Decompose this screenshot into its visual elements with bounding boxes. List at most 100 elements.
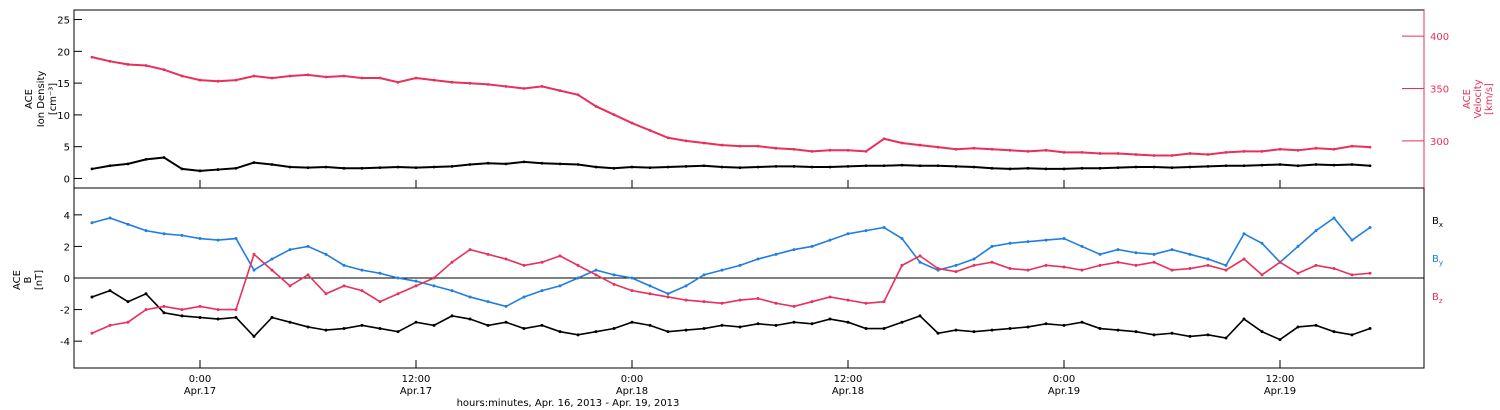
time-tick-time-4: 0:00 bbox=[1053, 374, 1075, 385]
bottom-panel: -4 -2 0 2 4 ACE B [nT] Bx By Bz bbox=[12, 187, 1443, 369]
bx-point-21 bbox=[468, 317, 472, 321]
bx-point-63 bbox=[1224, 336, 1228, 340]
bx-point-69 bbox=[1332, 330, 1336, 334]
bz-point-35 bbox=[720, 301, 724, 305]
bx-point-33 bbox=[684, 328, 688, 332]
bz-point-37 bbox=[756, 297, 760, 301]
density-point-15 bbox=[360, 166, 364, 170]
by-point-45 bbox=[900, 237, 904, 241]
density-point-41 bbox=[828, 165, 832, 169]
velocity-point-4 bbox=[162, 68, 166, 72]
bx-trace bbox=[91, 289, 1371, 341]
bx-point-47 bbox=[936, 331, 940, 335]
bx-point-41 bbox=[828, 317, 832, 321]
legend-bx-sub: x bbox=[1439, 221, 1443, 229]
velocity-point-46 bbox=[918, 143, 922, 147]
time-tick-date-3: Apr.18 bbox=[832, 386, 864, 397]
bz-point-0 bbox=[90, 331, 94, 335]
bz-point-33 bbox=[684, 298, 688, 302]
density-point-65 bbox=[1260, 163, 1264, 167]
velocity-point-58 bbox=[1134, 153, 1138, 156]
density-point-9 bbox=[252, 161, 256, 164]
by-point-18 bbox=[414, 279, 418, 283]
velocity-point-60 bbox=[1170, 154, 1174, 157]
bz-point-68 bbox=[1314, 263, 1318, 267]
by-point-3 bbox=[144, 229, 148, 233]
bz-point-20 bbox=[450, 260, 454, 264]
density-point-60 bbox=[1170, 166, 1174, 170]
velocity-point-54 bbox=[1062, 151, 1066, 154]
density-point-31 bbox=[648, 166, 652, 170]
density-point-32 bbox=[666, 165, 670, 169]
by-point-23 bbox=[504, 304, 508, 308]
bx-point-66 bbox=[1278, 338, 1282, 342]
density-point-37 bbox=[756, 165, 760, 169]
legend-bz-sub: z bbox=[1439, 297, 1443, 305]
bx-point-36 bbox=[738, 325, 742, 329]
velocity-point-9 bbox=[252, 74, 256, 78]
bz-point-21 bbox=[468, 248, 472, 252]
bx-point-9 bbox=[252, 334, 256, 338]
bx-point-49 bbox=[972, 330, 976, 334]
velocity-tick-label-0: 300 bbox=[1430, 137, 1449, 148]
density-point-47 bbox=[936, 164, 940, 168]
density-point-38 bbox=[774, 164, 778, 168]
by-point-15 bbox=[360, 268, 364, 272]
bx-point-38 bbox=[774, 323, 778, 327]
density-point-69 bbox=[1332, 163, 1336, 167]
velocity-point-6 bbox=[198, 78, 202, 82]
density-trace bbox=[91, 156, 1371, 172]
velocity-point-42 bbox=[846, 148, 850, 152]
bz-point-6 bbox=[198, 304, 202, 308]
bx-point-51 bbox=[1008, 327, 1012, 331]
velocity-point-17 bbox=[396, 80, 400, 84]
velocity-point-20 bbox=[450, 80, 454, 84]
time-tick-time-0: 0:00 bbox=[189, 374, 211, 385]
density-point-17 bbox=[396, 165, 400, 169]
velocity-point-32 bbox=[666, 136, 670, 140]
density-point-50 bbox=[990, 166, 994, 170]
density-point-29 bbox=[612, 166, 616, 170]
velocity-point-45 bbox=[900, 141, 904, 145]
bx-point-24 bbox=[522, 327, 526, 331]
bz-point-8 bbox=[234, 308, 238, 312]
bz-point-64 bbox=[1242, 257, 1246, 261]
density-point-53 bbox=[1044, 167, 1048, 171]
bz-point-55 bbox=[1080, 268, 1084, 272]
density-point-40 bbox=[810, 165, 814, 169]
velocity-point-47 bbox=[936, 145, 940, 149]
time-tick-time-3: 12:00 bbox=[834, 374, 863, 385]
density-point-61 bbox=[1188, 165, 1192, 169]
legend-by: By bbox=[1432, 254, 1443, 267]
bx-point-59 bbox=[1152, 333, 1156, 337]
bx-point-58 bbox=[1134, 330, 1138, 334]
legend-by-sub: y bbox=[1439, 259, 1443, 267]
by-point-6 bbox=[198, 237, 202, 241]
field-tick-label-0: -4 bbox=[60, 337, 70, 348]
bx-point-57 bbox=[1116, 328, 1120, 332]
velocity-point-1 bbox=[108, 59, 112, 63]
density-point-35 bbox=[720, 165, 724, 169]
bz-point-62 bbox=[1206, 263, 1210, 267]
bz-point-12 bbox=[306, 273, 310, 277]
density-point-68 bbox=[1314, 163, 1318, 166]
bz-point-1 bbox=[108, 323, 112, 327]
bx-point-25 bbox=[540, 323, 544, 327]
velocity-point-23 bbox=[504, 85, 508, 88]
density-point-57 bbox=[1116, 166, 1120, 170]
velocity-point-29 bbox=[612, 113, 616, 117]
density-point-63 bbox=[1224, 164, 1228, 168]
velocity-tick-label-1: 350 bbox=[1430, 85, 1449, 96]
bz-point-5 bbox=[180, 308, 184, 312]
density-point-7 bbox=[216, 168, 220, 171]
bz-point-42 bbox=[846, 298, 850, 302]
bx-point-6 bbox=[198, 315, 202, 319]
velocity-ylabel-line2: Velocity bbox=[1473, 79, 1484, 118]
by-point-67 bbox=[1296, 244, 1300, 248]
by-point-65 bbox=[1260, 241, 1264, 245]
by-point-32 bbox=[666, 292, 670, 296]
density-point-4 bbox=[162, 156, 166, 159]
bx-point-65 bbox=[1260, 330, 1264, 334]
velocity-point-63 bbox=[1224, 151, 1228, 154]
time-tick-date-5: Apr.19 bbox=[1264, 386, 1296, 397]
